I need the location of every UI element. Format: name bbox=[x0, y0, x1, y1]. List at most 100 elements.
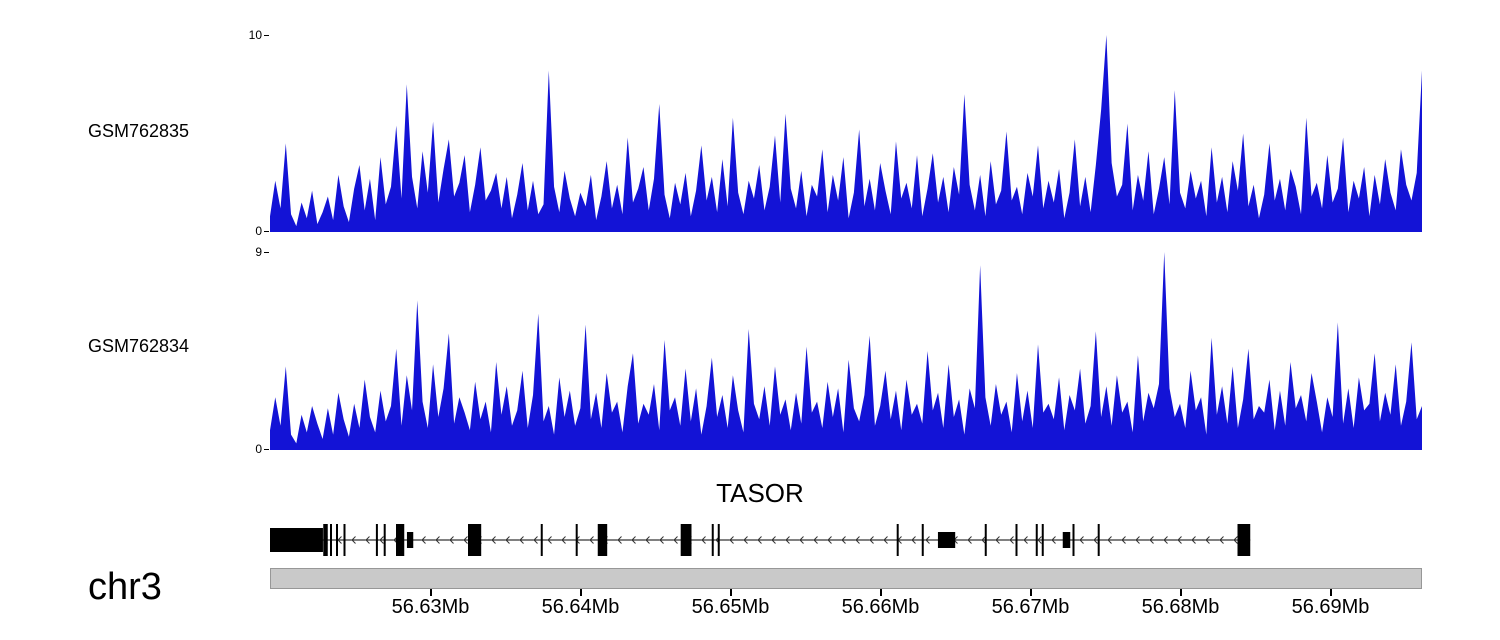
strand-arrow-icon bbox=[995, 536, 1000, 544]
coverage-signal-area bbox=[270, 35, 1422, 232]
coordinate-label: 56.64Mb bbox=[541, 596, 620, 618]
strand-arrow-icon bbox=[1037, 536, 1042, 544]
strand-arrow-icon bbox=[1219, 536, 1224, 544]
strand-arrow-icon bbox=[421, 536, 426, 544]
strand-arrow-icon bbox=[379, 536, 384, 544]
coordinate-tick bbox=[1179, 589, 1182, 596]
strand-arrow-icon bbox=[1191, 536, 1196, 544]
exon-box bbox=[406, 532, 414, 548]
strand-arrow-icon bbox=[1121, 536, 1126, 544]
signal-polygon bbox=[270, 35, 1422, 232]
strand-arrow-icon bbox=[449, 536, 454, 544]
strand-arrow-icon bbox=[1135, 536, 1140, 544]
exon-box bbox=[330, 524, 332, 556]
exon-box bbox=[1237, 524, 1251, 556]
strand-arrow-icon bbox=[491, 536, 496, 544]
strand-arrow-icon bbox=[1093, 536, 1098, 544]
exon-box bbox=[270, 528, 323, 552]
y-axis-max-label-track1: 10 bbox=[248, 28, 262, 42]
strand-arrow-icon bbox=[869, 536, 874, 544]
coordinate-label: 56.66Mb bbox=[841, 596, 920, 618]
coordinate-label: 56.63Mb bbox=[391, 596, 470, 618]
strand-arrow-icon bbox=[1149, 536, 1154, 544]
strand-arrow-icon bbox=[463, 536, 468, 544]
chromosome-label: chr3 bbox=[88, 566, 162, 608]
track-label-gsm762835: GSM762835 bbox=[88, 121, 190, 141]
coordinate-tick bbox=[579, 589, 582, 596]
strand-arrow-icon bbox=[925, 536, 930, 544]
strand-arrow-icon bbox=[911, 536, 916, 544]
exon-box bbox=[1015, 524, 1018, 556]
exon-box bbox=[468, 524, 482, 556]
coverage-signal-area bbox=[270, 252, 1422, 450]
strand-arrow-icon bbox=[981, 536, 986, 544]
strand-arrow-icon bbox=[841, 536, 846, 544]
strand-arrow-icon bbox=[351, 536, 356, 544]
exon-box bbox=[383, 524, 386, 556]
strand-arrow-icon bbox=[547, 536, 552, 544]
strand-arrow-icon bbox=[855, 536, 860, 544]
exon-box bbox=[336, 524, 338, 556]
strand-arrow-icon bbox=[533, 536, 538, 544]
exon-box bbox=[1072, 524, 1075, 556]
strand-arrow-icon bbox=[1163, 536, 1168, 544]
strand-arrow-icon bbox=[1205, 536, 1210, 544]
exon-box bbox=[717, 524, 720, 556]
coverage-track-gsm762834 bbox=[270, 252, 1422, 450]
exon-box bbox=[896, 524, 899, 556]
y-axis-top-tick-track2 bbox=[264, 252, 269, 253]
strand-arrow-icon bbox=[967, 536, 972, 544]
strand-arrow-icon bbox=[1107, 536, 1112, 544]
exon-box bbox=[921, 524, 924, 556]
y-axis-max-label-track2: 9 bbox=[255, 245, 262, 259]
exon-box bbox=[343, 524, 346, 556]
strand-arrow-icon bbox=[659, 536, 664, 544]
strand-arrow-icon bbox=[505, 536, 510, 544]
coordinate-tick bbox=[429, 589, 432, 596]
strand-arrow-icon bbox=[1177, 536, 1182, 544]
exon-box bbox=[597, 524, 608, 556]
exon-box bbox=[575, 524, 578, 556]
strand-arrow-icon bbox=[701, 536, 706, 544]
exon-box bbox=[396, 524, 405, 556]
strand-arrow-icon bbox=[827, 536, 832, 544]
exon-box bbox=[375, 524, 378, 556]
exon-box bbox=[984, 524, 987, 556]
coordinate-tick bbox=[879, 589, 882, 596]
track-label-gsm762834: GSM762834 bbox=[88, 336, 190, 356]
strand-arrow-icon bbox=[365, 536, 370, 544]
strand-arrow-icon bbox=[561, 536, 566, 544]
signal-polygon bbox=[270, 252, 1422, 450]
coordinate-tick bbox=[729, 589, 732, 596]
strand-arrow-icon bbox=[771, 536, 776, 544]
strand-arrow-icon bbox=[785, 536, 790, 544]
exon-box bbox=[323, 524, 328, 556]
y-axis-zero-label-track1: 0 bbox=[255, 224, 262, 238]
exon-box bbox=[1062, 532, 1071, 548]
coverage-track-gsm762835 bbox=[270, 35, 1422, 232]
y-axis-zero-label-track2: 0 bbox=[255, 442, 262, 456]
strand-arrow-icon bbox=[1009, 536, 1014, 544]
chromosome-ideogram-bar bbox=[270, 568, 1422, 589]
strand-arrow-icon bbox=[757, 536, 762, 544]
coordinate-label: 56.65Mb bbox=[691, 596, 770, 618]
exon-box bbox=[711, 524, 714, 556]
strand-arrow-icon bbox=[743, 536, 748, 544]
strand-arrow-icon bbox=[729, 536, 734, 544]
coordinate-label: 56.67Mb bbox=[991, 596, 1070, 618]
exon-box bbox=[1041, 524, 1044, 556]
gene-model-drawing bbox=[270, 524, 1251, 556]
strand-arrow-icon bbox=[1051, 536, 1056, 544]
y-axis-bottom-tick-track2 bbox=[264, 449, 269, 450]
strand-arrow-icon bbox=[799, 536, 804, 544]
strand-arrow-icon bbox=[813, 536, 818, 544]
strand-arrow-icon bbox=[589, 536, 594, 544]
gene-name-label: TASOR bbox=[716, 478, 804, 508]
exon-box bbox=[540, 524, 543, 556]
strand-arrow-icon bbox=[1023, 536, 1028, 544]
strand-arrow-icon bbox=[631, 536, 636, 544]
chromosome-ruler: 56.63Mb 56.64Mb 56.65Mb 56.66Mb 56.67Mb 56.68… bbox=[270, 568, 1422, 630]
coordinate-label: 56.69Mb bbox=[1291, 596, 1370, 618]
exon-box bbox=[680, 524, 692, 556]
